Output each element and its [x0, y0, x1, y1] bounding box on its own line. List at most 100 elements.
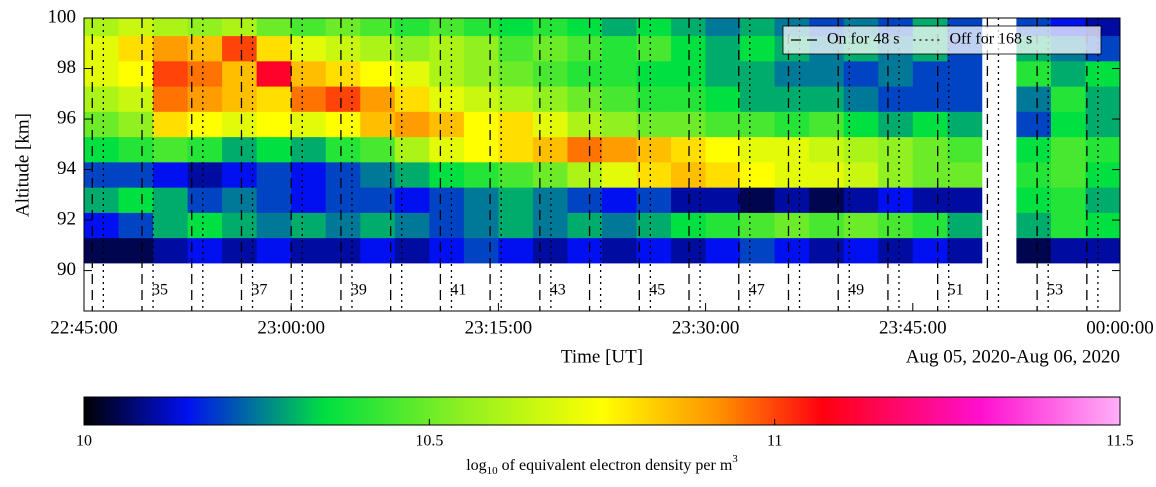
heatmap-cell	[463, 187, 499, 213]
heatmap-cell	[774, 111, 810, 138]
heatmap-cell	[498, 86, 534, 112]
heatmap-cell	[187, 237, 223, 264]
heatmap-cell	[429, 35, 465, 62]
heatmap-cell	[602, 136, 637, 163]
heatmap-cell	[153, 111, 188, 138]
y-tick-label: 90	[57, 259, 76, 280]
heatmap-cell	[602, 161, 637, 188]
heatmap-cell	[394, 86, 430, 112]
heatmap-cell	[740, 187, 776, 213]
heatmap-cell	[256, 187, 292, 213]
heatmap-cell	[636, 35, 672, 62]
heatmap-cell	[912, 136, 948, 163]
heatmap-cell	[947, 86, 983, 112]
heatmap-cell	[291, 136, 327, 163]
heatmap-cell	[532, 136, 568, 163]
heatmap-cell	[1050, 237, 1086, 264]
heatmap-cell	[360, 35, 396, 62]
x-tick-label: 23:15:00	[465, 317, 533, 338]
heatmap-cell	[394, 187, 430, 213]
heatmap-cell	[947, 212, 983, 239]
heatmap-cell	[602, 86, 637, 112]
heatmap-cell	[843, 187, 879, 213]
heatmap-cell	[429, 18, 465, 37]
heatmap-cell	[84, 237, 119, 264]
heatmap-cell	[740, 60, 776, 87]
heatmap-cell	[463, 161, 499, 188]
cycle-label: 53	[1047, 281, 1063, 298]
heatmap-cell	[153, 136, 188, 163]
heatmap-cell	[291, 111, 327, 138]
heatmap-cell	[291, 35, 327, 62]
heatmap-cell	[602, 111, 637, 138]
heatmap-cell	[602, 237, 637, 264]
y-tick-label: 94	[57, 158, 77, 179]
heatmap-cell	[463, 18, 499, 37]
y-tick-label: 100	[48, 6, 77, 27]
heatmap-cell	[567, 18, 603, 37]
heatmap-cell	[84, 111, 119, 138]
heatmap-cell	[394, 60, 430, 87]
heatmap-cell	[291, 60, 327, 87]
label-part: log	[466, 457, 486, 474]
heatmap-cell	[1085, 212, 1120, 239]
heatmap-cell	[567, 187, 603, 213]
x-tick-label: 23:45:00	[879, 317, 947, 338]
heatmap-cell	[118, 35, 154, 62]
heatmap-cell	[947, 237, 983, 264]
heatmap-cell	[256, 18, 292, 37]
heatmap-cell	[118, 187, 154, 213]
heatmap-cell	[429, 136, 465, 163]
heatmap-cell	[774, 136, 810, 163]
heatmap-cell	[774, 187, 810, 213]
heatmap-cell	[153, 212, 188, 239]
heatmap-cell	[912, 161, 948, 188]
heatmap-cell	[84, 136, 119, 163]
heatmap-cell	[222, 136, 258, 163]
heatmap-cell	[153, 161, 188, 188]
heatmap-cell	[878, 86, 914, 112]
heatmap-cell	[498, 161, 534, 188]
heatmap-cell	[187, 212, 223, 239]
heatmap-cell	[912, 212, 948, 239]
heatmap-cell	[325, 86, 361, 112]
heatmap-cell	[429, 111, 465, 138]
label-part: 3	[732, 453, 738, 465]
cycle-label: 41	[450, 281, 466, 298]
heatmap-cell	[809, 136, 845, 163]
heatmap-cell	[912, 237, 948, 264]
heatmap-cell	[1016, 161, 1052, 188]
heatmap-cell	[740, 35, 776, 62]
heatmap-cell	[153, 60, 188, 87]
heatmap-cell	[912, 111, 948, 138]
heatmap-cell	[809, 86, 845, 112]
heatmap-cell	[912, 60, 948, 87]
heatmap-cell	[394, 237, 430, 264]
heatmap-cell	[636, 18, 672, 37]
y-tick-label: 92	[57, 208, 76, 229]
heatmap-cell	[1050, 136, 1086, 163]
heatmap-cell	[1050, 161, 1086, 188]
heatmap-cell	[429, 237, 465, 264]
heatmap-cell	[222, 161, 258, 188]
heatmap-cell	[84, 35, 119, 62]
heatmap-cell	[498, 35, 534, 62]
heatmap-cell	[947, 161, 983, 188]
heatmap-cell	[291, 212, 327, 239]
heatmap-cell	[394, 35, 430, 62]
label-part: 10	[487, 465, 499, 477]
heatmap-cell	[912, 86, 948, 112]
heatmap-cell	[118, 237, 154, 264]
heatmap-cell	[291, 161, 327, 188]
heatmap-cell	[222, 237, 258, 264]
heatmap-cell	[740, 237, 776, 264]
heatmap-cell	[740, 212, 776, 239]
colorbar-tick-label: 10.5	[415, 433, 443, 450]
heatmap-cell	[1085, 136, 1120, 163]
heatmap-cell	[878, 237, 914, 264]
heatmap-cell	[1085, 60, 1120, 87]
heatmap-cell	[325, 60, 361, 87]
heatmap-cell	[222, 86, 258, 112]
heatmap-cell	[774, 161, 810, 188]
heatmap-cell	[532, 187, 568, 213]
